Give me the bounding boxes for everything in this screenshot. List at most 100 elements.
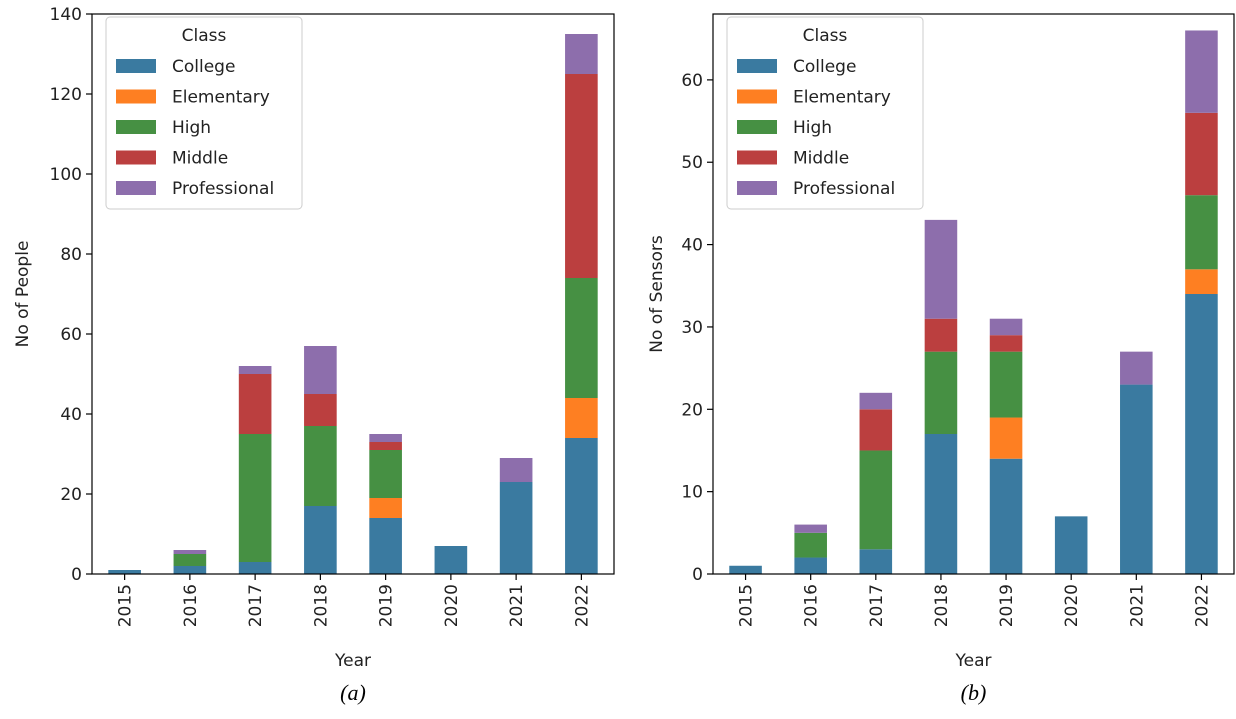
y-tick-label: 80 (60, 245, 82, 265)
y-tick-label: 40 (60, 405, 82, 425)
x-axis-ticks: 2015 2016 2017 2018 2019 2020 2021 2022 (737, 574, 1212, 627)
bar-college-2018 (304, 506, 337, 574)
bar-professional-2022 (565, 34, 598, 74)
bars (729, 30, 1218, 574)
bar-college-2020 (1054, 516, 1088, 574)
x-tick-label: 2018 (311, 584, 331, 627)
figure-caption: (a) (340, 680, 366, 705)
bar-professional-2021 (1120, 351, 1153, 385)
bar-professional-2018 (304, 346, 337, 394)
bar-high-2017 (238, 434, 272, 562)
bar-college-2020 (434, 546, 468, 574)
bar-middle-2022 (565, 74, 598, 278)
legend-swatch-college (737, 59, 777, 73)
bar-elementary-2019 (989, 417, 1023, 459)
bar-college-2017 (859, 549, 893, 574)
bar-college-2022 (565, 438, 598, 574)
bar-high-2018 (924, 351, 958, 434)
bar-elementary-2022 (1185, 269, 1218, 294)
y-tick-label: 100 (50, 165, 82, 185)
legend-label-elementary: Elementary (172, 88, 270, 108)
bar-middle-2018 (924, 318, 958, 352)
bar-college-2017 (238, 562, 272, 574)
bars (108, 34, 598, 574)
x-axis-label: Year (334, 651, 371, 671)
x-axis-ticks: 2015 2016 2017 2018 2019 2020 2021 2022 (116, 574, 592, 627)
figure-caption: (b) (961, 680, 987, 705)
legend-title: Class (803, 26, 848, 46)
y-axis-ticks: 0 20 40 60 80 100 120 140 (50, 5, 92, 585)
bar-high-2022 (1185, 195, 1218, 270)
bar-professional-2018 (924, 219, 958, 319)
legend-label-college: College (172, 57, 235, 77)
bar-high-2016 (794, 532, 827, 558)
y-tick-label: 0 (71, 565, 82, 585)
bar-high-2019 (989, 351, 1023, 418)
bar-high-2016 (173, 554, 207, 566)
x-tick-label: 2015 (737, 584, 757, 627)
x-tick-label: 2022 (572, 584, 592, 627)
y-axis-label: No of Sensors (647, 235, 667, 353)
bar-professional-2016 (173, 550, 207, 554)
bar-middle-2022 (1185, 112, 1218, 196)
x-tick-label: 2021 (507, 584, 527, 627)
legend-swatch-professional (737, 181, 777, 195)
y-axis-ticks: 0 10 20 30 40 50 60 (681, 71, 713, 585)
bar-middle-2017 (238, 374, 272, 434)
plot-frame (91, 13, 615, 575)
bar-high-2017 (859, 450, 893, 550)
legend-label-high: High (793, 118, 832, 138)
y-tick-label: 20 (60, 485, 82, 505)
bar-college-2018 (924, 434, 958, 574)
y-tick-label: 20 (681, 400, 703, 420)
legend-label-elementary: Elementary (793, 88, 891, 108)
bar-middle-2017 (859, 409, 893, 451)
x-tick-label: 2016 (181, 584, 201, 627)
bar-professional-2019 (369, 434, 402, 442)
x-tick-label: 2017 (246, 584, 266, 627)
bar-elementary-2022 (565, 398, 598, 438)
bar-professional-2017 (238, 366, 272, 374)
y-axis-label: No of People (13, 241, 33, 348)
bar-professional-2021 (499, 458, 533, 482)
legend-label-high: High (172, 118, 211, 138)
y-tick-label: 50 (681, 153, 703, 173)
x-tick-label: 2015 (116, 584, 136, 627)
bar-college-2015 (108, 570, 141, 574)
bar-college-2019 (989, 458, 1023, 574)
legend-label-professional: Professional (172, 179, 274, 199)
y-tick-label: 60 (681, 71, 703, 91)
legend-swatch-elementary (116, 89, 156, 104)
bar-high-2019 (369, 450, 402, 498)
y-tick-label: 40 (681, 236, 703, 256)
legend: Class College Elementary High Middle Professi… (105, 16, 303, 210)
x-tick-label: 2020 (442, 584, 462, 627)
bar-college-2021 (499, 482, 533, 574)
bar-elementary-2019 (369, 498, 402, 518)
x-tick-label: 2018 (932, 584, 952, 627)
legend: Class College Elementary High Middle Professi… (726, 16, 924, 210)
x-tick-label: 2022 (1192, 584, 1212, 627)
bar-professional-2016 (794, 524, 827, 533)
legend-swatch-high (116, 120, 156, 134)
x-tick-label: 2019 (377, 584, 397, 627)
legend-swatch-middle (116, 150, 156, 165)
y-tick-label: 10 (681, 483, 703, 503)
legend-swatch-high (737, 120, 777, 134)
x-tick-label: 2017 (867, 584, 887, 627)
bar-professional-2017 (859, 392, 893, 410)
bar-college-2015 (729, 565, 762, 574)
legend-label-professional: Professional (793, 179, 895, 199)
bar-middle-2018 (304, 394, 337, 426)
x-tick-label: 2019 (997, 584, 1017, 627)
x-tick-label: 2020 (1062, 584, 1082, 627)
legend-swatch-professional (116, 181, 156, 195)
legend-label-middle: Middle (172, 149, 228, 169)
bar-high-2018 (304, 426, 337, 506)
legend-label-middle: Middle (793, 149, 849, 169)
bar-college-2022 (1185, 294, 1218, 574)
y-tick-label: 140 (50, 5, 82, 25)
x-tick-label: 2016 (802, 584, 822, 627)
